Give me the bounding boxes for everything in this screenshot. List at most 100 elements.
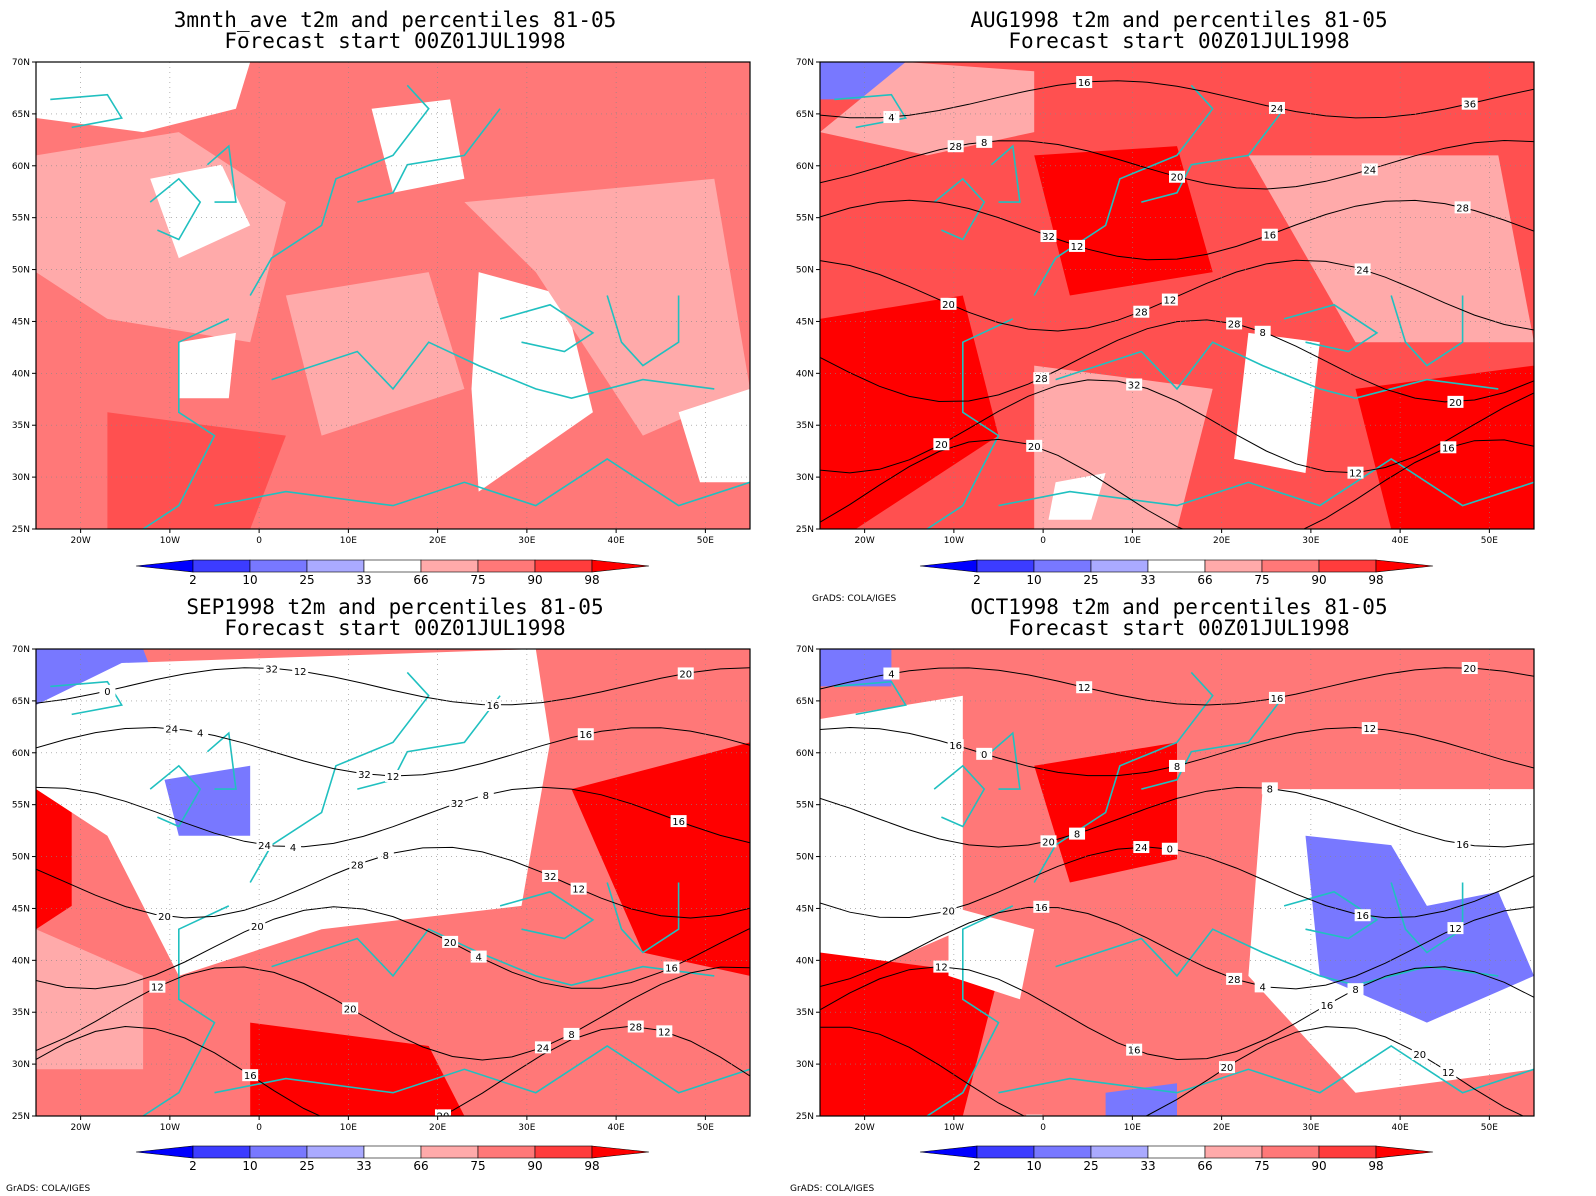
svg-text:12: 12	[151, 983, 164, 994]
contour-label: 4	[883, 667, 900, 681]
coastline	[50, 93, 123, 129]
svg-text:12: 12	[1442, 1068, 1455, 1079]
lat-tick-label: 50N	[12, 266, 30, 276]
contour-label: 20	[1169, 170, 1185, 184]
colorbar-label: 75	[470, 1159, 485, 1173]
svg-text:28: 28	[1035, 374, 1048, 385]
colorbar-label: 75	[1254, 1159, 1269, 1173]
colorbar-label: 75	[470, 573, 485, 587]
contour-label: 28	[1454, 201, 1471, 214]
svg-text:16: 16	[1128, 1046, 1141, 1057]
grads-credit-2: GrADS: COLA/IGES	[6, 1184, 91, 1194]
contour-label: 16	[1268, 691, 1285, 705]
contour-label: 28	[1033, 372, 1050, 385]
map-panel-3: OCT1998 t2m and percentiles 81-05 Foreca…	[784, 597, 1574, 1187]
coastline	[933, 177, 986, 241]
svg-text:16: 16	[244, 1071, 257, 1082]
lat-tick-label: 40N	[796, 956, 814, 966]
svg-text:8: 8	[1174, 762, 1180, 773]
lat-tick-label: 55N	[796, 214, 814, 224]
contour-label: 16	[1318, 998, 1335, 1012]
lat-tick-label: 60N	[796, 749, 814, 759]
lon-tick-label: 40E	[1392, 536, 1409, 546]
coastline	[499, 303, 595, 353]
contour-label: 20	[442, 935, 459, 949]
svg-text:24: 24	[165, 725, 178, 736]
coastline	[834, 93, 907, 129]
lon-tick-label: 20W	[854, 536, 874, 546]
contour-label: 24	[256, 838, 273, 852]
contour-label: 8	[1254, 325, 1271, 339]
contour-label: 12	[1447, 922, 1464, 935]
contour-label: 12	[385, 769, 401, 783]
lat-tick-label: 65N	[12, 110, 30, 120]
contour-label: 12	[656, 1025, 673, 1038]
percentile-region	[36, 789, 72, 930]
contour-label: 16	[1440, 441, 1457, 454]
contour-label: 8	[563, 1027, 580, 1041]
colorbar-label: 2	[189, 573, 197, 587]
contour-label: 32	[263, 662, 280, 675]
percentile-region	[36, 929, 144, 1070]
svg-text:20: 20	[942, 300, 955, 311]
isotherm-line	[36, 906, 750, 990]
panel-title-line1: OCT1998 t2m and percentiles 81-05	[970, 595, 1388, 619]
svg-text:12: 12	[1163, 296, 1176, 307]
svg-text:4: 4	[888, 113, 894, 124]
contour-label: 32	[1126, 378, 1143, 392]
contour-label: 20	[1411, 1048, 1428, 1061]
isotherm-line	[820, 199, 1534, 261]
svg-text:8: 8	[1352, 985, 1358, 996]
lon-tick-label: 0	[256, 536, 262, 546]
colorbar-label: 10	[1026, 573, 1041, 587]
contour-label: 8	[1169, 759, 1185, 773]
contour-label: 8	[1069, 827, 1086, 841]
colorbar-label: 98	[1368, 573, 1383, 587]
svg-text:20: 20	[344, 1004, 357, 1015]
svg-text:4: 4	[475, 953, 481, 964]
lon-tick-label: 10E	[1124, 1123, 1141, 1133]
svg-text:28: 28	[629, 1023, 642, 1034]
contour-label: 36	[1461, 97, 1478, 111]
svg-text:4: 4	[197, 729, 203, 740]
map-frame	[35, 648, 751, 1117]
svg-text:0: 0	[1167, 845, 1173, 856]
lon-tick-label: 50E	[697, 536, 714, 546]
contour-label: 32	[449, 797, 466, 810]
lon-tick-label: 10W	[944, 536, 964, 546]
contour-label: 12	[1361, 722, 1378, 735]
coastline	[1055, 928, 1499, 987]
coastline	[1141, 108, 1285, 203]
colorbar-label: 25	[1083, 1159, 1098, 1173]
contour-label: 24	[1354, 263, 1371, 276]
svg-text:20: 20	[158, 912, 171, 923]
lon-tick-label: 30E	[518, 536, 535, 546]
coastline	[606, 295, 680, 367]
svg-text:8: 8	[1259, 328, 1265, 339]
svg-text:12: 12	[387, 772, 400, 783]
percentile-region	[948, 905, 1035, 1000]
contour-label: 20	[1026, 439, 1043, 453]
percentile-region	[1048, 473, 1106, 520]
contour-label: 20	[933, 438, 950, 451]
svg-text:32: 32	[358, 770, 371, 781]
contour-label: 28	[947, 140, 964, 153]
percentile-region	[820, 695, 963, 976]
lon-tick-label: 40E	[1392, 1123, 1409, 1133]
svg-text:12: 12	[935, 963, 948, 974]
coastline	[834, 680, 907, 716]
coastline	[990, 731, 1021, 790]
coastline	[142, 318, 230, 529]
contour-label: 12	[1440, 1065, 1457, 1079]
svg-text:12: 12	[658, 1027, 671, 1038]
contour-label: 28	[1133, 305, 1150, 319]
svg-text:32: 32	[544, 872, 557, 883]
isotherm-line	[820, 319, 1534, 403]
lon-tick-label: 20E	[429, 1123, 446, 1133]
lon-tick-label: 20E	[1213, 1123, 1230, 1133]
coastline	[271, 341, 715, 400]
contour-label: 32	[1040, 229, 1057, 243]
contour-label: 16	[1033, 900, 1050, 914]
